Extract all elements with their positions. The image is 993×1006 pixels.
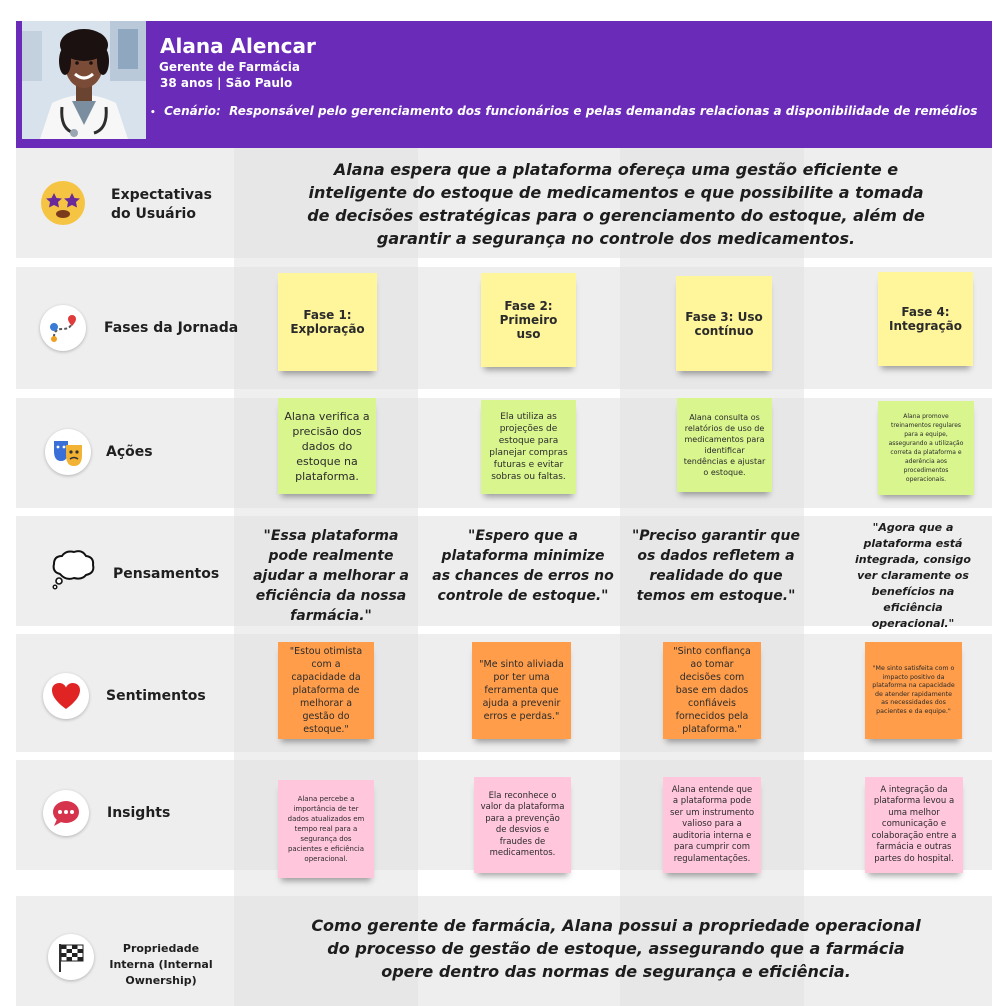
speech-bubble-icon: [43, 790, 89, 836]
row-bg-ownership: [16, 896, 992, 1006]
checkered-flag-icon: [48, 934, 94, 980]
feeling-note: "Me sinto satisfeita com o impacto posit…: [865, 642, 962, 739]
phase-note: Fase 4: Integração: [878, 272, 973, 366]
row-label-phases: Fases da Jornada: [104, 320, 239, 336]
persona-role: Gerente de Farmácia: [159, 60, 300, 74]
row-bg-expectations: [16, 148, 992, 258]
thought-quote: "Essa plataforma pode realmente ajudar a…: [253, 528, 409, 624]
persona-age-city: 38 anos | São Paulo: [160, 76, 293, 90]
scenario-label: Cenário:: [164, 104, 221, 118]
star-struck-face-icon: [40, 180, 86, 230]
theater-masks-icon: [45, 429, 91, 475]
thought-bubble-icon: [50, 548, 96, 594]
ownership-text: Como gerente de farmácia, Alana possui a…: [311, 916, 921, 981]
row-label-ownership: Propriedade Interna (Internal Ownership): [109, 942, 213, 987]
insight-note: Alana percebe a importância de ter dados…: [278, 780, 374, 878]
insight-note: Alana entende que a plataforma pode ser …: [663, 777, 761, 873]
route-map-icon: [40, 305, 86, 351]
row-label-expectations: Expectativas do Usuário: [111, 187, 212, 222]
persona-avatar: [22, 21, 146, 139]
row-label-thoughts: Pensamentos: [113, 566, 220, 582]
bullet: •: [150, 108, 156, 118]
feeling-note: "Me sinto aliviada por ter uma ferrament…: [472, 642, 571, 739]
insight-note: Ela reconhece o valor da plataforma para…: [474, 777, 571, 873]
feeling-note: "Estou otimista com a capacidade da plat…: [278, 642, 374, 739]
persona-scenario: • Cenário: Responsável pelo gerenciament…: [150, 104, 977, 118]
phase-note: Fase 3: Uso contínuo: [676, 276, 772, 371]
action-note: Alana consulta os relatórios de uso de m…: [677, 398, 772, 492]
phase-note: Fase 2: Primeiro uso: [481, 273, 576, 367]
row-label-feelings: Sentimentos: [106, 688, 206, 704]
persona-header: [16, 21, 992, 148]
feeling-note: "Sinto confiança ao tomar decisões com b…: [663, 642, 761, 739]
row-label-actions: Ações: [106, 444, 153, 460]
row-bg-thoughts: [16, 516, 992, 626]
thought-quote: "Agora que a plataforma está integrada, …: [854, 521, 971, 630]
phase-note: Fase 1: Exploração: [278, 273, 377, 371]
row-label-insights: Insights: [107, 805, 171, 821]
action-note: Alana verifica a precisão dos dados do e…: [278, 398, 376, 494]
persona-name: Alana Alencar: [160, 34, 316, 58]
thought-quote: "Espero que a plataforma minimize as cha…: [432, 528, 614, 604]
thought-quote: "Preciso garantir que os dados refletem …: [632, 528, 800, 604]
red-heart-icon: [43, 673, 89, 719]
action-note: Ela utiliza as projeções de estoque para…: [481, 400, 576, 494]
expectations-text: Alana espera que a plataforma ofereça um…: [307, 160, 925, 248]
insight-note: A integração da plataforma levou a uma m…: [865, 777, 963, 873]
scenario-text: Responsável pelo gerenciamento dos funci…: [229, 104, 978, 118]
action-note: Alana promove treinamentos regulares par…: [878, 401, 974, 495]
